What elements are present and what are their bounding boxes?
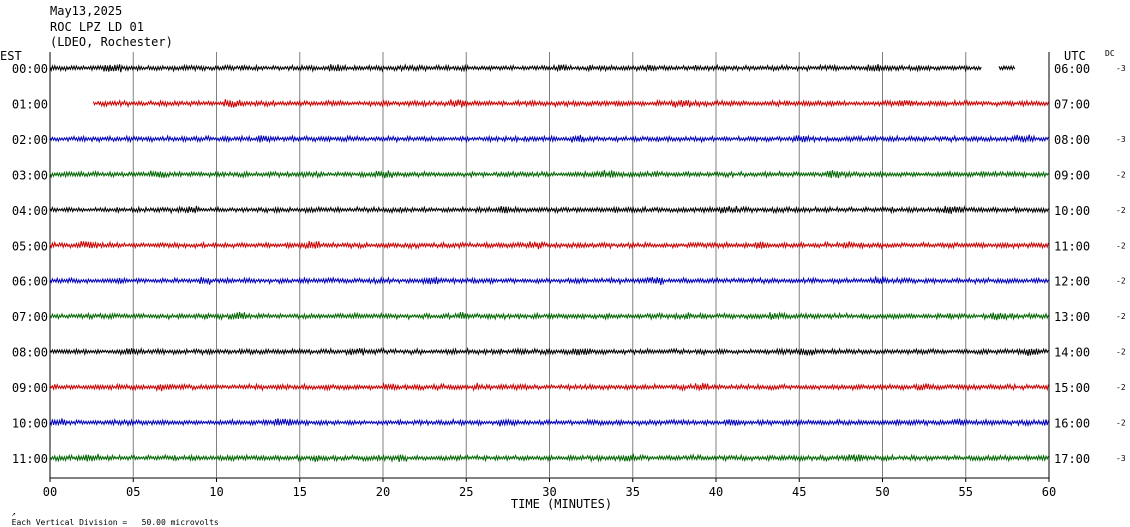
x-axis-title: TIME (MINUTES) <box>511 497 612 511</box>
x-tick-label: 15 <box>293 485 307 499</box>
x-tick-label: 25 <box>459 485 473 499</box>
est-hour-label: 01:00 <box>12 97 48 111</box>
utc-hour-label: 13:00 <box>1054 310 1090 324</box>
right-timezone-label: UTC <box>1064 49 1086 63</box>
x-tick-label: 55 <box>959 485 973 499</box>
scale-note-text: Each Vertical Division = 50.00 microvolt… <box>11 518 219 527</box>
est-hour-label: 11:00 <box>12 452 48 466</box>
dc-header-label: DC <box>1105 49 1115 58</box>
utc-hour-label: 06:00 <box>1054 62 1090 76</box>
dc-value-label: -3 <box>1116 135 1126 144</box>
x-tick-label: 05 <box>126 485 140 499</box>
trace-line <box>49 311 1049 322</box>
small-arrow-icon: ↗ <box>11 510 16 518</box>
trace-line <box>49 276 1049 286</box>
trace-line <box>49 382 1049 393</box>
dc-value-label: -2 <box>1116 277 1126 286</box>
utc-hour-label: 08:00 <box>1054 133 1090 147</box>
x-tick-label: 20 <box>376 485 390 499</box>
grid-lines <box>49 52 1050 479</box>
utc-hour-label: 14:00 <box>1054 346 1090 360</box>
trace-line <box>49 417 1049 428</box>
dc-value-label: -2 <box>1116 170 1126 179</box>
dc-value-label: -2 <box>1116 348 1126 357</box>
trace-line <box>49 63 982 73</box>
x-tick-label: 00 <box>43 485 57 499</box>
utc-hour-label: 16:00 <box>1054 417 1090 431</box>
x-tick-label: 45 <box>792 485 806 499</box>
trace-line <box>49 205 1049 215</box>
x-tick-label: 35 <box>626 485 640 499</box>
utc-hour-label: 09:00 <box>1054 168 1090 182</box>
network-label: (LDEO, Rochester) <box>50 35 173 49</box>
est-hour-label: 10:00 <box>12 417 48 431</box>
x-tick-label: 60 <box>1042 485 1056 499</box>
est-hour-label: 00:00 <box>12 62 48 76</box>
dc-value-label: -3 <box>1116 64 1126 73</box>
dc-value-label: -2 <box>1116 206 1126 215</box>
utc-hour-label: 17:00 <box>1054 452 1090 466</box>
est-hour-label: 08:00 <box>12 346 48 360</box>
x-tick-label: 50 <box>875 485 889 499</box>
trace-line <box>49 134 1049 144</box>
trace-line <box>92 98 1049 109</box>
left-timezone-label: EST <box>0 49 22 63</box>
dc-value-label: -2 <box>1116 241 1126 250</box>
x-axis: 00 05 10 15 20 25 30 35 40 45 50 55 60 TIME (MINUTES) <box>43 478 1056 511</box>
est-hour-label: 03:00 <box>12 168 48 182</box>
est-hour-label: 04:00 <box>12 204 48 218</box>
utc-hour-label: 07:00 <box>1054 97 1090 111</box>
dc-value-label: -2 <box>1116 419 1126 428</box>
dc-value-label: -3 <box>1116 454 1126 463</box>
trace-line <box>49 453 1049 463</box>
trace-group <box>49 63 1049 463</box>
trace-line <box>49 169 1049 179</box>
date-label: May13,2025 <box>50 4 123 18</box>
dc-value-label: -2 <box>1116 312 1126 321</box>
est-hour-label: 09:00 <box>12 381 48 395</box>
utc-hour-label: 12:00 <box>1054 275 1090 289</box>
x-tick-label: 40 <box>709 485 723 499</box>
x-tick-label: 30 <box>542 485 556 499</box>
dc-value-label: -2 <box>1116 383 1126 392</box>
est-hour-label: 06:00 <box>12 275 48 289</box>
utc-hour-label: 15:00 <box>1054 381 1090 395</box>
est-hour-label: 05:00 <box>12 239 48 253</box>
trace-line <box>49 240 1049 251</box>
x-tick-label: 10 <box>209 485 223 499</box>
footer-note: ↗ Each Vertical Division = 50.00 microvo… <box>2 500 219 527</box>
est-hour-label: 07:00 <box>12 310 48 324</box>
trace-tail <box>998 64 1016 72</box>
est-hour-label: 02:00 <box>12 133 48 147</box>
row-labels: 00:00 06:00 -3 01:00 07:00 02:00 08:00 -3 03:00 0… <box>12 62 1126 466</box>
utc-hour-label: 10:00 <box>1054 204 1090 218</box>
trace-line <box>49 346 1049 357</box>
station-label: ROC LPZ LD 01 <box>50 20 144 34</box>
utc-hour-label: 11:00 <box>1054 239 1090 253</box>
